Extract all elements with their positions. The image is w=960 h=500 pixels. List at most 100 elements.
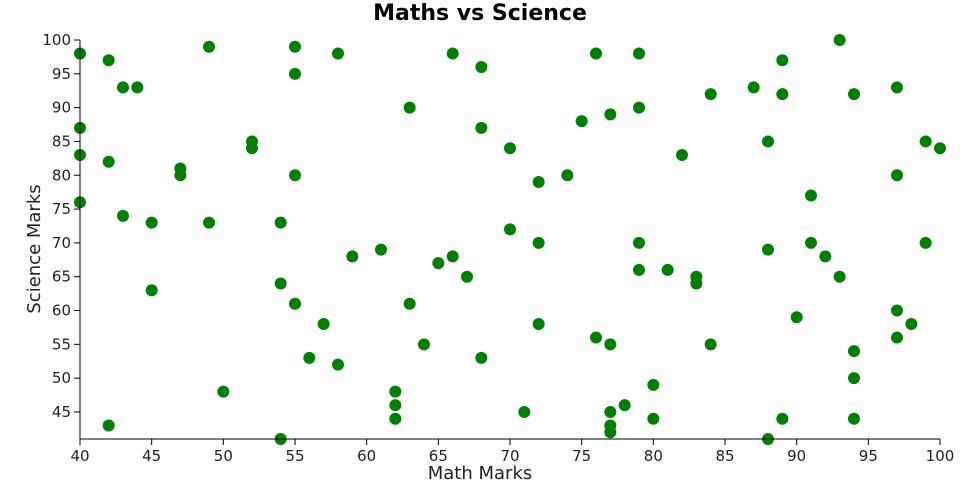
scatter-point[interactable] bbox=[790, 311, 803, 324]
scatter-point[interactable] bbox=[131, 81, 144, 94]
scatter-point[interactable] bbox=[690, 277, 703, 290]
x-tick-label: 95 bbox=[859, 447, 878, 465]
scatter-point[interactable] bbox=[618, 399, 631, 412]
scatter-point[interactable] bbox=[776, 54, 789, 67]
scatter-point[interactable] bbox=[604, 338, 617, 351]
scatter-point[interactable] bbox=[747, 81, 760, 94]
scatter-point[interactable] bbox=[203, 216, 215, 229]
scatter-point[interactable] bbox=[833, 270, 846, 283]
scatter-point[interactable] bbox=[848, 412, 860, 425]
scatter-point[interactable] bbox=[274, 277, 287, 290]
scatter-point[interactable] bbox=[518, 405, 531, 418]
scatter-point[interactable] bbox=[704, 338, 717, 351]
y-tick-label: 60 bbox=[52, 302, 71, 320]
scatter-point[interactable] bbox=[762, 243, 774, 256]
scatter-point[interactable] bbox=[805, 236, 817, 249]
scatter-point[interactable] bbox=[403, 297, 416, 310]
scatter-point[interactable] bbox=[375, 243, 387, 256]
scatter-point[interactable] bbox=[891, 331, 903, 344]
scatter-point[interactable] bbox=[819, 250, 832, 263]
scatter-point[interactable] bbox=[475, 121, 488, 134]
scatter-point[interactable] bbox=[346, 250, 359, 263]
scatter-point[interactable] bbox=[633, 47, 645, 60]
scatter-point[interactable] bbox=[102, 419, 115, 432]
scatter-point[interactable] bbox=[403, 101, 416, 114]
scatter-point[interactable] bbox=[633, 101, 645, 114]
scatter-point[interactable] bbox=[504, 142, 516, 155]
scatter-point[interactable] bbox=[145, 216, 158, 229]
scatter-point[interactable] bbox=[461, 270, 473, 283]
scatter-point[interactable] bbox=[174, 169, 187, 182]
scatter-point[interactable] bbox=[633, 263, 645, 276]
scatter-point[interactable] bbox=[532, 318, 545, 331]
scatter-point[interactable] bbox=[432, 257, 445, 270]
scatter-point[interactable] bbox=[848, 88, 860, 101]
scatter-point[interactable] bbox=[389, 412, 402, 425]
y-tick-label: 45 bbox=[52, 403, 71, 421]
scatter-point[interactable] bbox=[317, 318, 330, 331]
scatter-point[interactable] bbox=[389, 385, 402, 398]
scatter-point[interactable] bbox=[934, 142, 946, 155]
scatter-point[interactable] bbox=[102, 155, 115, 168]
scatter-point[interactable] bbox=[848, 345, 860, 358]
scatter-point[interactable] bbox=[661, 263, 674, 276]
scatter-point[interactable] bbox=[246, 142, 258, 155]
scatter-point[interactable] bbox=[418, 338, 430, 351]
scatter-point[interactable] bbox=[145, 284, 158, 297]
scatter-point[interactable] bbox=[303, 351, 316, 364]
scatter-point[interactable] bbox=[561, 169, 574, 182]
scatter-point[interactable] bbox=[676, 148, 688, 161]
scatter-point[interactable] bbox=[532, 236, 545, 249]
scatter-point[interactable] bbox=[647, 378, 660, 391]
scatter-point[interactable] bbox=[590, 331, 602, 344]
scatter-point[interactable] bbox=[776, 88, 789, 101]
scatter-point[interactable] bbox=[848, 372, 860, 385]
x-tick-label: 90 bbox=[787, 447, 806, 465]
scatter-point[interactable] bbox=[289, 67, 301, 80]
scatter-point[interactable] bbox=[117, 81, 129, 94]
x-tick-label: 70 bbox=[500, 447, 519, 465]
x-tick-label: 85 bbox=[715, 447, 734, 465]
scatter-point[interactable] bbox=[604, 426, 617, 439]
scatter-point[interactable] bbox=[389, 399, 402, 412]
scatter-point[interactable] bbox=[776, 412, 789, 425]
plot-points bbox=[74, 34, 946, 445]
scatter-point[interactable] bbox=[919, 236, 932, 249]
scatter-point[interactable] bbox=[117, 209, 129, 222]
scatter-point[interactable] bbox=[332, 47, 344, 60]
scatter-point[interactable] bbox=[532, 176, 545, 189]
scatter-point[interactable] bbox=[590, 47, 602, 60]
scatter-point[interactable] bbox=[475, 61, 488, 74]
scatter-point[interactable] bbox=[217, 385, 230, 398]
scatter-point[interactable] bbox=[289, 169, 301, 182]
scatter-point[interactable] bbox=[604, 108, 617, 121]
y-tick-label: 70 bbox=[52, 234, 71, 252]
scatter-point[interactable] bbox=[805, 189, 817, 202]
scatter-point[interactable] bbox=[446, 47, 459, 60]
scatter-point[interactable] bbox=[102, 54, 115, 67]
scatter-point[interactable] bbox=[203, 40, 215, 53]
scatter-point[interactable] bbox=[833, 34, 846, 46]
scatter-point[interactable] bbox=[575, 115, 588, 128]
scatter-point[interactable] bbox=[647, 412, 660, 425]
scatter-point[interactable] bbox=[633, 236, 645, 249]
scatter-point[interactable] bbox=[274, 216, 287, 229]
y-tick-label: 85 bbox=[52, 132, 71, 150]
y-tick-label: 100 bbox=[42, 31, 71, 49]
scatter-point[interactable] bbox=[604, 405, 617, 418]
scatter-point[interactable] bbox=[332, 358, 344, 371]
x-tick-label: 100 bbox=[926, 447, 955, 465]
scatter-point[interactable] bbox=[891, 169, 903, 182]
scatter-point[interactable] bbox=[704, 88, 717, 101]
scatter-point[interactable] bbox=[504, 223, 516, 236]
scatter-point[interactable] bbox=[905, 318, 918, 331]
scatter-point[interactable] bbox=[289, 40, 301, 53]
scatter-point[interactable] bbox=[475, 351, 488, 364]
scatter-point[interactable] bbox=[919, 135, 932, 148]
scatter-point[interactable] bbox=[446, 250, 459, 263]
scatter-point[interactable] bbox=[891, 81, 903, 94]
scatter-point[interactable] bbox=[762, 135, 774, 148]
scatter-point[interactable] bbox=[891, 304, 903, 317]
scatter-point[interactable] bbox=[289, 297, 301, 310]
